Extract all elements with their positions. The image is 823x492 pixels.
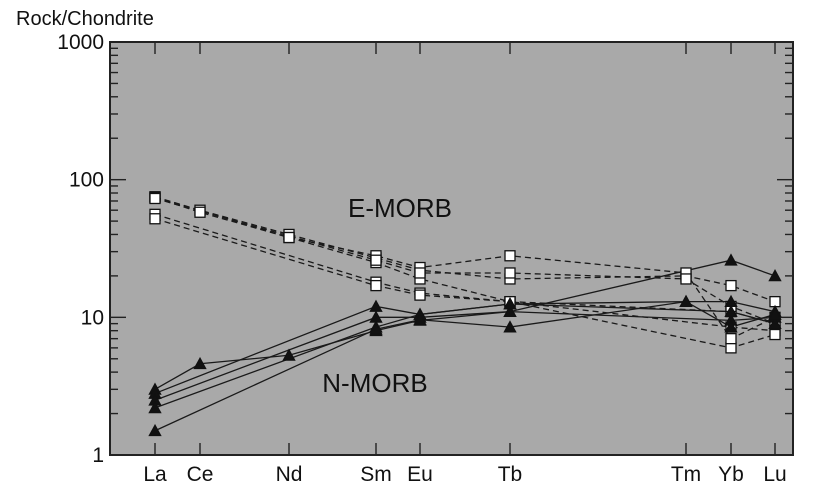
y-tick-label: 10 (81, 306, 104, 329)
e-morb-point (504, 250, 516, 262)
n-morb-point (768, 307, 782, 320)
x-tick-label: Yb (718, 463, 744, 486)
e-morb-point (725, 342, 737, 354)
e-morb-point (370, 279, 382, 292)
e-morb-point (149, 213, 161, 225)
e-morb-point (680, 273, 692, 285)
n-morb-point (503, 297, 517, 310)
n-morb-point (768, 316, 782, 330)
n-morb-series-line (154, 259, 776, 390)
e-morb-point (414, 267, 426, 279)
e-morb-series-line (154, 213, 776, 332)
e-morb-point (283, 231, 295, 244)
e-morb-point (149, 192, 161, 205)
x-tick-label: Lu (763, 463, 786, 486)
y-tick-label: 1 (92, 444, 104, 467)
axis-ticks (110, 42, 793, 456)
y-axis-label: Rock/Chondrite (16, 8, 154, 30)
e-morb-point (370, 254, 382, 266)
n-morb-point (503, 320, 517, 333)
y-tick-label: 1000 (57, 31, 104, 54)
e-morb-point (504, 267, 516, 279)
n-morb-series-line (154, 303, 776, 409)
n-morb-point (148, 401, 162, 414)
n-morb-point (282, 348, 296, 361)
n-morb-point (369, 322, 383, 335)
x-tick-label: La (143, 463, 167, 486)
data-markers (148, 191, 782, 437)
e-morb-point (725, 279, 737, 292)
n-morb-point (724, 253, 738, 266)
plot-area (110, 42, 793, 455)
n-morb-point (724, 320, 738, 333)
n-morb-point (148, 423, 162, 437)
tick-labels: 1 10 100 1000 La Ce Nd Sm Eu Tb Tm Yb Lu (57, 31, 786, 486)
annotation-label: N-MORB (322, 368, 427, 398)
annotation-label: E-MORB (348, 193, 452, 223)
n-morb-point (768, 269, 782, 282)
x-tick-label: Tb (498, 463, 523, 486)
x-tick-label: Sm (360, 463, 392, 486)
n-morb-series-line (154, 310, 776, 401)
x-tick-label: Nd (276, 463, 303, 486)
x-tick-label: Eu (407, 463, 433, 486)
n-morb-point (193, 356, 207, 370)
n-morb-point (503, 304, 517, 318)
annotations: E-MORB N-MORB (322, 193, 452, 398)
e-morb-point (769, 328, 781, 341)
e-morb-series-line (154, 218, 776, 349)
e-morb-point (725, 333, 737, 345)
e-morb-point (194, 206, 206, 218)
e-morb-point (414, 289, 426, 301)
y-tick-label: 100 (69, 169, 104, 192)
n-morb-point (679, 294, 693, 308)
n-morb-point (724, 304, 738, 318)
x-tick-label: Ce (187, 463, 214, 486)
n-morb-point (413, 312, 427, 326)
plot-frame (109, 41, 794, 456)
x-tick-label: Tm (671, 463, 701, 486)
